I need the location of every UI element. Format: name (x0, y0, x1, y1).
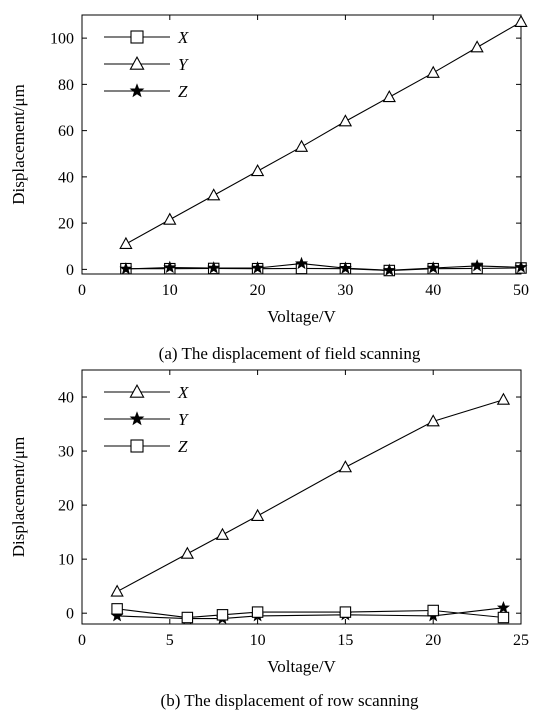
x-axis-label: Voltage/V (267, 657, 336, 676)
legend-label: Z (178, 437, 188, 456)
legend-marker (129, 83, 145, 98)
data-point (250, 163, 265, 177)
series-x (110, 392, 511, 597)
data-point (110, 584, 124, 597)
y-tick-label: 100 (50, 31, 74, 48)
data-point (163, 212, 177, 225)
data-point (338, 261, 352, 274)
y-tick-label: 40 (58, 390, 74, 407)
series-z (119, 256, 528, 276)
series-z (111, 603, 510, 624)
data-point (251, 261, 265, 274)
y-axis-label: Displacement/μm (9, 437, 28, 558)
data-point (119, 236, 133, 249)
y-tick-label: 0 (66, 262, 74, 279)
y-tick-label: 40 (58, 169, 74, 186)
data-point (294, 256, 309, 270)
x-tick-label: 0 (78, 282, 86, 299)
data-point (497, 611, 510, 624)
series-line (117, 607, 504, 620)
data-point (338, 460, 353, 473)
data-point (207, 188, 221, 201)
data-point (339, 606, 352, 618)
x-tick-label: 0 (78, 632, 86, 649)
legend: XYZ (104, 383, 189, 456)
data-point (180, 546, 195, 559)
data-point (470, 40, 484, 53)
legend-marker (129, 383, 145, 398)
data-point (514, 260, 528, 273)
data-point (163, 260, 177, 274)
y-tick-label: 10 (58, 552, 74, 569)
series-line (116, 399, 504, 593)
data-point (514, 14, 528, 27)
data-point (382, 263, 396, 276)
series-line (125, 267, 522, 272)
legend-label: Y (178, 410, 189, 429)
plot-frame (81, 369, 522, 625)
legend-label: X (177, 383, 189, 402)
data-point (427, 604, 439, 617)
data-point (338, 114, 353, 127)
data-point (426, 65, 440, 78)
data-point (119, 262, 133, 275)
data-point (426, 261, 440, 274)
figure-caption: (a) The displacement of field scanning (159, 344, 421, 363)
x-tick-label: 25 (513, 632, 529, 649)
data-point (496, 392, 511, 405)
data-point (496, 600, 510, 614)
data-point (294, 139, 309, 152)
data-point (111, 603, 123, 615)
x-tick-label: 5 (166, 632, 174, 649)
y-tick-label: 30 (58, 444, 74, 461)
y-tick-label: 80 (58, 77, 74, 94)
legend-marker (129, 411, 145, 426)
x-tick-label: 30 (337, 282, 353, 299)
series-y (119, 14, 528, 249)
data-point (181, 611, 194, 624)
x-tick-label: 20 (250, 282, 266, 299)
x-tick-label: 15 (337, 632, 353, 649)
data-point (250, 508, 265, 521)
y-tick-label: 0 (66, 606, 74, 623)
legend: XYZ (104, 28, 189, 101)
data-point (426, 414, 440, 427)
data-point (207, 261, 221, 274)
y-axis-label: Displacement/μm (9, 84, 28, 205)
x-axis-label: Voltage/V (267, 307, 336, 326)
y-tick-label: 20 (58, 216, 74, 233)
chart-b: 0 5 10 15 20 25 0 10 20 30 40 Voltage/V Displacement… (9, 369, 529, 710)
legend-label: Z (178, 82, 188, 101)
series-line (125, 263, 522, 271)
y-tick-label: 60 (58, 123, 74, 140)
y-tick-label: 20 (58, 498, 74, 515)
legend-marker (129, 55, 145, 70)
legend-label: Y (178, 55, 189, 74)
data-point (382, 89, 396, 103)
series-line (117, 608, 504, 619)
x-tick-label: 40 (425, 282, 441, 299)
data-point (470, 259, 484, 272)
legend-marker (130, 30, 144, 44)
x-tick-label: 50 (513, 282, 529, 299)
data-point (251, 606, 264, 618)
legend-marker (130, 439, 144, 453)
data-point (216, 609, 229, 621)
figure-caption: (b) The displacement of row scanning (161, 691, 419, 710)
chart-a: 0 10 20 30 40 50 0 20 40 60 80 100 Voltage/V Displace… (9, 14, 529, 363)
legend-label: X (177, 28, 189, 47)
x-tick-label: 20 (425, 632, 441, 649)
x-tick-label: 10 (162, 282, 178, 299)
x-tick-label: 10 (250, 632, 266, 649)
series-line (125, 21, 522, 245)
data-point (215, 527, 230, 540)
